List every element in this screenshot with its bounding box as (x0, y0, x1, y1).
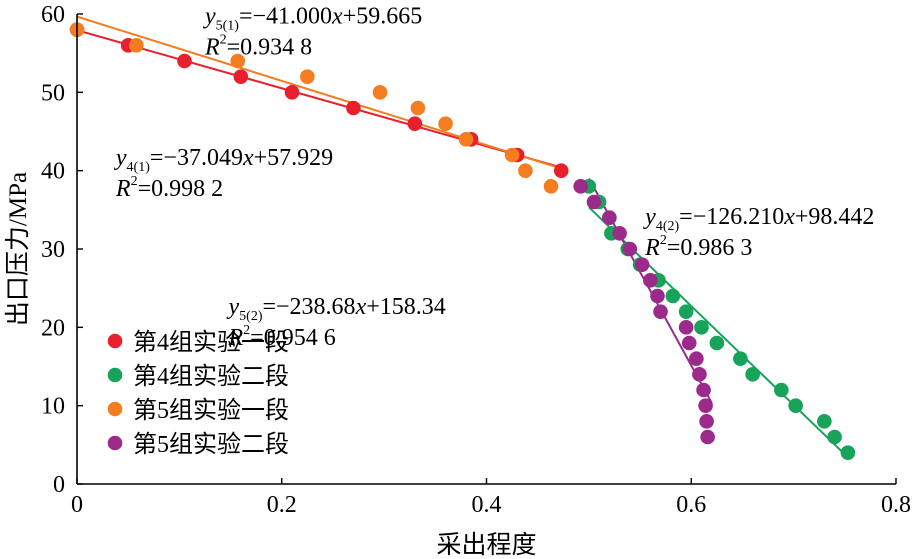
equation-line: y4(1)=−37.049x+57.929 (114, 145, 333, 175)
legend-marker (107, 367, 123, 383)
data-point-series-0 (284, 85, 300, 100)
data-point-series-2 (543, 179, 559, 194)
data-point-series-3 (696, 382, 711, 398)
x-tick-label: 0.4 (472, 492, 502, 518)
data-point-series-1 (665, 288, 681, 304)
y-axis-title: 出口压力/MPa (4, 172, 32, 326)
legend-item-0: 第4组实验一段 (107, 329, 289, 356)
data-point-series-0 (177, 53, 192, 69)
axes: 0 0.2 0.4 0.6 0.8 0 10 20 30 40 50 60 (41, 2, 911, 518)
data-point-series-1 (774, 382, 789, 398)
data-point-series-1 (678, 304, 694, 319)
data-point-series-2 (230, 53, 246, 69)
y-tick-label: 20 (41, 315, 65, 341)
x-axis-title: 采出程度 (436, 531, 536, 559)
data-point-series-3 (678, 320, 694, 335)
y-tick-label: 50 (41, 80, 65, 106)
legend-item-1: 第4组实验二段 (107, 363, 289, 390)
legend-label: 第5组实验二段 (133, 431, 289, 458)
legend-label: 第4组实验二段 (133, 363, 289, 390)
y-tick-label: 40 (41, 159, 65, 185)
legend-marker (107, 333, 123, 349)
x-tick-label: 0.6 (676, 492, 706, 518)
legend-label: 第5组实验一段 (133, 397, 289, 424)
data-point-series-3 (650, 288, 665, 304)
data-point-series-1 (694, 320, 709, 335)
data-point-series-3 (700, 429, 715, 445)
data-point-series-3 (653, 304, 668, 319)
equation-line: y4(2)=−126.210x+98.442 (643, 204, 874, 234)
legend-marker (107, 401, 123, 417)
data-point-series-1 (827, 429, 842, 445)
data-point-series-1 (788, 398, 803, 413)
data-point-series-3 (643, 273, 658, 288)
data-point-series-2 (410, 100, 426, 116)
fit-line-series-2 (76, 15, 559, 169)
data-point-series-3 (573, 179, 588, 194)
data-point-series-3 (698, 398, 713, 413)
r-squared: R2=0.934 8 (204, 32, 312, 60)
data-point-series-3 (586, 194, 602, 210)
data-point-series-3 (612, 226, 627, 241)
data-point-series-1 (745, 367, 760, 382)
data-point-series-1 (840, 445, 856, 460)
data-point-series-3 (689, 351, 704, 366)
r-squared: R2=0.954 6 (228, 323, 336, 351)
data-point-series-0 (407, 116, 423, 131)
legend-item-2: 第5组实验一段 (107, 397, 289, 424)
data-point-series-0 (553, 163, 569, 178)
x-tick-label: 0.8 (881, 492, 911, 518)
data-point-series-2 (372, 85, 388, 100)
data-point-series-3 (699, 414, 714, 429)
x-tick-label: 0 (71, 492, 83, 518)
data-point-series-0 (233, 69, 249, 84)
data-point-series-2 (518, 163, 533, 178)
y-tick-label: 60 (41, 2, 65, 28)
data-point-series-2 (438, 116, 453, 131)
y-tick-label: 30 (41, 237, 65, 263)
data-point-series-3 (634, 257, 650, 272)
r-squared: R2=0.986 3 (644, 233, 752, 261)
data-point-series-2 (458, 132, 474, 147)
y-tick-label: 10 (41, 394, 65, 420)
data-point-series-3 (602, 210, 617, 225)
data-point-series-1 (709, 335, 725, 351)
data-points (69, 22, 856, 460)
data-point-series-1 (733, 351, 748, 366)
equation-line: y5(2)=−238.68x+158.34 (227, 294, 446, 324)
data-point-series-2 (129, 38, 144, 53)
fit-line-series-0 (76, 29, 565, 170)
r-squared: R2=0.998 2 (115, 174, 223, 202)
x-tick-label: 0.2 (267, 492, 297, 518)
y-tick-label: 0 (53, 472, 65, 498)
legend-marker (107, 435, 123, 451)
equation-line: y5(1)=−41.000x+59.665 (203, 3, 422, 33)
data-point-series-3 (681, 335, 697, 351)
data-point-series-3 (622, 241, 638, 257)
data-point-series-3 (692, 367, 707, 382)
data-point-series-1 (817, 414, 832, 429)
data-point-series-2 (300, 69, 315, 84)
data-point-series-2 (504, 147, 520, 163)
legend-label: 第4组实验一段 (133, 329, 289, 356)
data-point-series-0 (346, 100, 361, 116)
legend-item-3: 第5组实验二段 (107, 431, 289, 458)
